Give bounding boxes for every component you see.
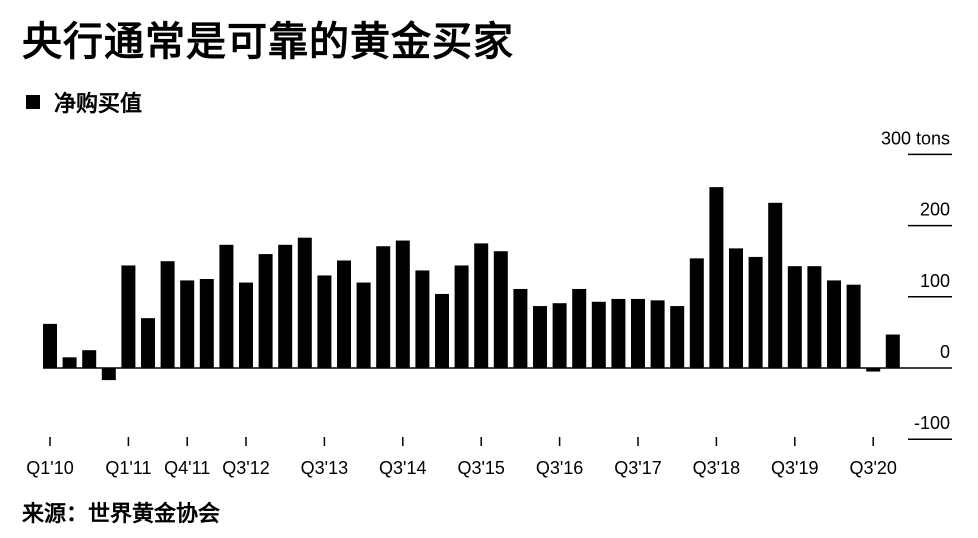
- bar: [82, 350, 97, 368]
- legend-label: 净购买值: [54, 91, 143, 117]
- bar: [101, 368, 116, 381]
- bar: [827, 280, 841, 368]
- x-tick-label: Q3'17: [614, 458, 661, 478]
- bar: [141, 318, 155, 368]
- bar: [297, 237, 312, 368]
- bar: [395, 240, 410, 368]
- bar: [43, 323, 57, 368]
- bar: [415, 270, 430, 368]
- x-tick-label: Q3'20: [849, 458, 896, 478]
- bar: [239, 282, 253, 368]
- bar: [572, 288, 587, 368]
- bar: [180, 280, 195, 368]
- x-tick-label: Q3'19: [771, 458, 818, 478]
- bar: [729, 248, 743, 368]
- bar: [631, 298, 645, 368]
- x-tick-label: Q1'10: [26, 458, 73, 478]
- bar: [258, 254, 273, 368]
- bar: [885, 334, 900, 368]
- bar: [337, 260, 351, 368]
- x-tick-label: Q3'14: [379, 458, 426, 478]
- bar: [454, 265, 469, 368]
- x-tick-label: Q3'13: [301, 458, 348, 478]
- bar: [219, 244, 234, 368]
- x-tick-label: Q1'11: [105, 458, 151, 478]
- bar: [278, 244, 293, 368]
- bar: [317, 275, 332, 368]
- source-note: 来源：世界黄金协会: [22, 501, 221, 527]
- y-tick-label: 100: [920, 271, 950, 291]
- bar: [62, 357, 77, 368]
- bar: [356, 282, 371, 368]
- x-tick-label: Q3'15: [457, 458, 504, 478]
- bar: [160, 261, 175, 368]
- x-tick-label: Q3'18: [693, 458, 740, 478]
- bar: [474, 243, 489, 368]
- y-tick-label: 300 tons: [881, 128, 950, 148]
- bar: [121, 265, 136, 368]
- y-tick-label: 200: [920, 200, 950, 220]
- bar: [846, 284, 861, 368]
- x-tick-label: Q3'16: [536, 458, 583, 478]
- bar: [689, 258, 704, 368]
- bar: [650, 300, 665, 368]
- bar: [552, 303, 567, 368]
- bar: [376, 246, 391, 368]
- bar: [591, 301, 606, 368]
- bar: [611, 298, 626, 368]
- chart-title: 央行通常是可靠的黄金买家: [22, 18, 514, 65]
- bar: [787, 266, 802, 368]
- x-tick-label: Q4'11: [164, 458, 210, 478]
- bar: [199, 279, 214, 368]
- bar: [709, 187, 724, 368]
- bar: [533, 306, 547, 368]
- bar: [807, 266, 822, 368]
- bar: [670, 306, 685, 368]
- bar: [748, 256, 763, 368]
- bar: [513, 288, 528, 368]
- legend-swatch: [26, 95, 40, 109]
- legend: 净购买值: [26, 86, 142, 118]
- x-tick-label: Q3'12: [222, 458, 269, 478]
- bar: [435, 293, 449, 368]
- bar: [866, 368, 881, 372]
- bar: [493, 251, 508, 368]
- y-tick-label: 0: [940, 342, 950, 362]
- bar: [768, 202, 783, 368]
- y-tick-label: -100: [914, 413, 950, 433]
